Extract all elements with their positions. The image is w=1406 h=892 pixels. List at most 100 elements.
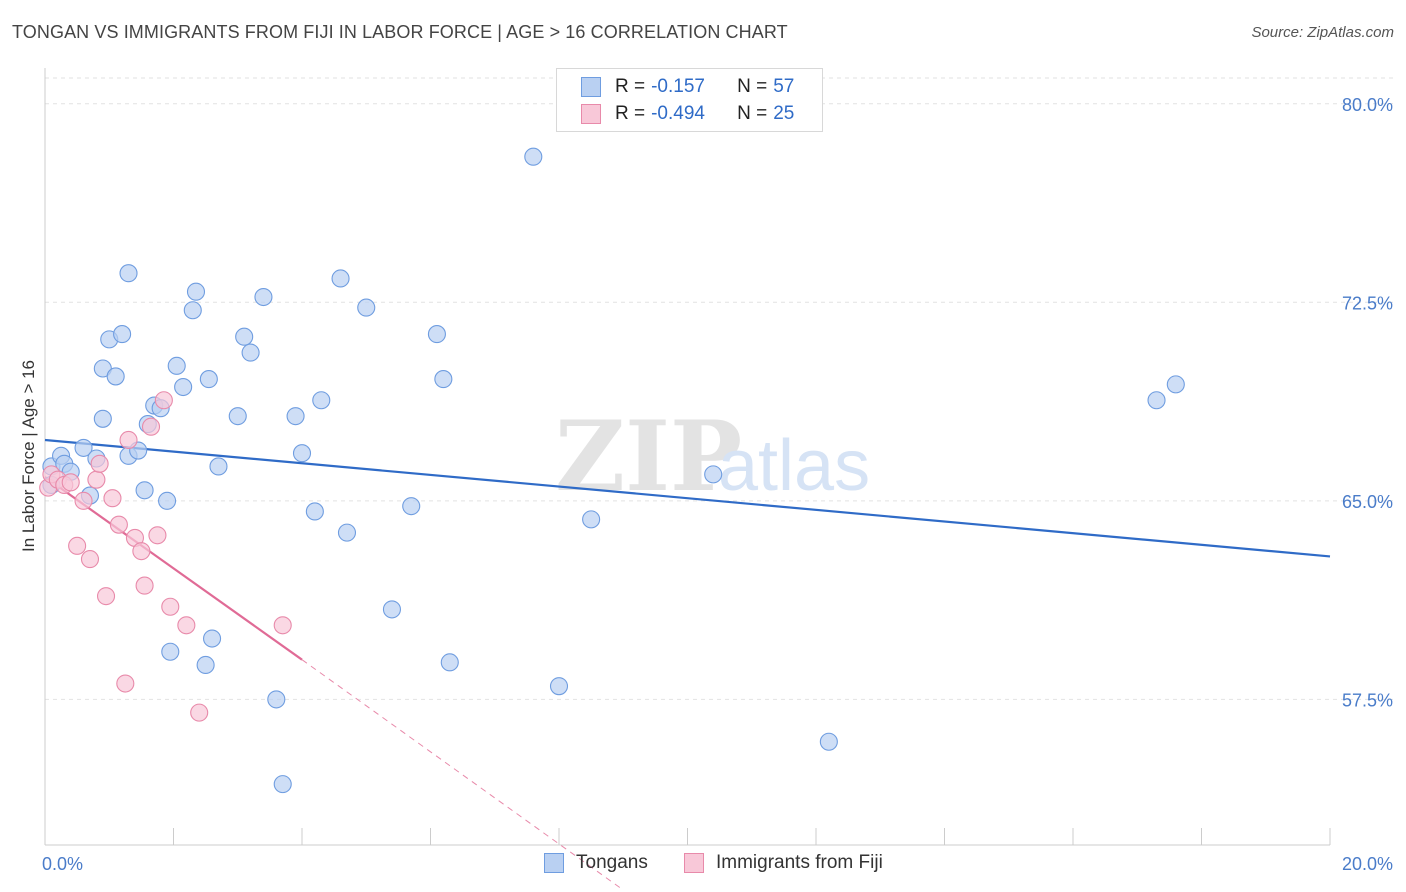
watermark: ZIP atlas <box>555 400 870 513</box>
y-axis-label: In Labor Force | Age > 16 <box>19 360 38 552</box>
fiji-point <box>119 430 138 450</box>
tongans-point <box>402 497 421 516</box>
fiji-point <box>116 674 135 693</box>
watermark-atlas: atlas <box>718 426 870 506</box>
y-tick-label: 65.0% <box>1342 492 1393 512</box>
legend-n-value: 57 <box>773 76 795 97</box>
source-label: Source: ZipAtlas.com <box>1251 24 1394 41</box>
y-tick-labels: 80.0% 72.5% 65.0% 57.5% <box>1342 95 1393 711</box>
fiji-point <box>190 703 209 722</box>
tongans-point <box>1147 391 1166 410</box>
fiji-point <box>132 542 151 561</box>
fiji-point <box>96 587 116 606</box>
chart-title: TONGAN VS IMMIGRANTS FROM FIJI IN LABOR … <box>12 22 788 42</box>
watermark-zip: ZIP <box>555 400 742 513</box>
fiji-point <box>161 597 180 616</box>
tongans-point <box>93 359 112 378</box>
tongans-point <box>167 356 186 375</box>
tongans-point <box>549 677 569 696</box>
tongans-point <box>292 444 312 463</box>
tongans-point <box>337 523 357 542</box>
legend-row-fiji: R = -0.494 N = 25 <box>581 101 794 127</box>
tongans-point <box>209 457 228 476</box>
series-label-fiji: Immigrants from Fiji <box>716 852 883 873</box>
tongans-point <box>331 269 350 288</box>
tongans-point <box>382 600 402 619</box>
tongans-point <box>254 287 273 307</box>
tongans-point <box>203 629 222 648</box>
tongans-point <box>74 438 93 457</box>
tongans-point <box>106 367 125 386</box>
legend-n-label: N = <box>737 76 768 97</box>
legend-r-value: -0.494 <box>651 103 705 124</box>
legend-swatch-fiji <box>581 104 601 124</box>
tongans-point <box>434 370 453 389</box>
tongans-point <box>186 282 206 301</box>
x-tick-label: 20.0% <box>1342 854 1393 874</box>
fiji-point <box>74 491 93 510</box>
tongans-point <box>235 327 254 346</box>
fiji-point <box>148 526 167 545</box>
y-tick-label: 80.0% <box>1342 95 1393 115</box>
legend-n-value: 25 <box>773 103 795 124</box>
tongans-point <box>196 655 215 675</box>
tongans-point <box>1166 375 1185 394</box>
legend-n-label: N = <box>737 103 768 124</box>
series-swatch-fiji <box>684 853 704 873</box>
tongans-point <box>582 510 601 529</box>
fiji-point <box>109 515 128 534</box>
legend-swatch-tongans <box>581 77 601 97</box>
fiji-point <box>90 454 109 473</box>
legend-row-tongans: R = -0.157 N = 57 <box>581 74 794 100</box>
series-legend-tongans[interactable]: Tongans <box>544 852 648 874</box>
tongans-point <box>819 732 838 751</box>
tongans-point <box>267 690 286 709</box>
gridlines <box>45 77 1395 700</box>
tongans-point <box>704 465 723 484</box>
tongans-point <box>93 409 112 428</box>
tongans-point <box>119 264 138 283</box>
tongans-point <box>174 377 193 397</box>
series-legend-fiji[interactable]: Immigrants from Fiji <box>684 852 883 874</box>
tongans-point <box>273 775 292 794</box>
axes <box>44 68 1331 846</box>
tongans-point <box>305 502 324 521</box>
fiji-point <box>177 616 196 635</box>
fiji-point <box>80 550 100 569</box>
fiji-point <box>154 391 173 410</box>
x-tick-labels: 0.0% 20.0% <box>42 854 1393 874</box>
data-points <box>39 147 1185 794</box>
y-tick-label: 57.5% <box>1342 690 1393 710</box>
series-label-tongans: Tongans <box>576 852 648 873</box>
tongans-point <box>357 298 376 317</box>
legend-r-value: -0.157 <box>651 76 705 97</box>
fiji-point <box>141 417 161 436</box>
fiji-point <box>135 576 154 595</box>
fiji-point <box>68 536 87 555</box>
tongans-point <box>199 370 218 389</box>
tongans-point <box>241 343 260 362</box>
tongans-point <box>312 391 331 410</box>
x-tick-label: 0.0% <box>42 854 83 874</box>
fiji-point <box>87 470 106 489</box>
tongans-point <box>440 653 459 672</box>
tongans-point <box>135 481 154 500</box>
fiji-point <box>103 489 122 508</box>
stats-legend: R = -0.157 N = 57 R = -0.494 N = 25 <box>556 68 823 132</box>
series-swatch-tongans <box>544 853 564 873</box>
tongans-point <box>427 325 446 344</box>
tongans-point <box>113 325 132 344</box>
fiji-point <box>273 616 292 635</box>
tongans-point <box>286 407 305 426</box>
fiji-point <box>61 473 80 492</box>
legend-r-label: R = <box>615 76 646 97</box>
tongans-trend-line <box>44 438 1331 558</box>
tongans-point <box>161 642 180 661</box>
tongans-point <box>524 147 543 166</box>
tongans-point <box>158 491 177 510</box>
tongans-point <box>228 407 247 426</box>
tongans-point <box>183 301 202 320</box>
series-legend: Tongans Immigrants from Fiji <box>0 852 1406 878</box>
y-tick-label: 72.5% <box>1342 293 1393 313</box>
